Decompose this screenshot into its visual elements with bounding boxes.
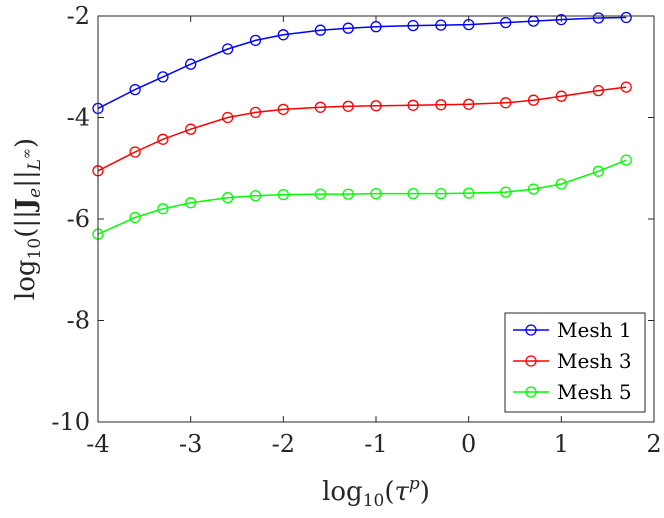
legend-item: Mesh 1 (513, 318, 632, 342)
legend-label: Mesh 5 (557, 380, 632, 404)
legend-label: Mesh 1 (557, 318, 632, 342)
legend-label: Mesh 3 (557, 349, 632, 373)
tick-layer: -4 -3 -2 -1 0 1 2-10-8-6-4-2 (51, 2, 661, 458)
legend: Mesh 1 Mesh 3 Mesh 5 (504, 312, 646, 413)
y-tick-label: -2 (67, 2, 90, 30)
data-point (249, 34, 262, 47)
data-point (555, 90, 567, 102)
x-tick-label: -4 (86, 430, 109, 458)
y-tick-label: -6 (67, 205, 90, 233)
data-point (277, 29, 289, 41)
x-tick-label: 2 (646, 430, 661, 458)
data-point (185, 123, 197, 135)
data-point (185, 58, 197, 70)
data-point (157, 203, 169, 215)
data-point (555, 178, 567, 190)
legend-item: Mesh 5 (513, 380, 632, 404)
data-point (222, 43, 234, 55)
data-point (407, 99, 419, 111)
data-point (222, 192, 234, 204)
data-point (500, 16, 512, 29)
data-point (463, 98, 475, 110)
data-point (463, 187, 475, 199)
data-point (620, 154, 632, 166)
data-point (314, 101, 327, 113)
data-point (500, 186, 512, 198)
data-point (129, 83, 141, 96)
data-point (185, 197, 197, 209)
data-point (620, 81, 632, 93)
data-point (407, 19, 419, 32)
x-axis-label: log10(τp) (322, 474, 430, 511)
series-layer (92, 11, 632, 240)
data-point (342, 188, 354, 200)
data-point (370, 100, 382, 112)
legend-marker (525, 355, 537, 367)
data-point (342, 100, 354, 112)
data-point (222, 111, 234, 124)
data-point (592, 12, 605, 24)
x-tick-label: 1 (554, 430, 569, 458)
data-point (592, 84, 605, 97)
y-tick-label: -10 (51, 408, 90, 436)
data-point (370, 187, 382, 200)
y-axis-label: log10(||Je||L∞) (11, 138, 45, 300)
data-point (555, 13, 567, 26)
y-tick-label: -8 (67, 307, 90, 335)
data-point (277, 103, 289, 116)
x-tick-label: 0 (461, 430, 476, 458)
series-2 (92, 81, 632, 177)
x-tick-label: -3 (179, 430, 202, 458)
y-tick-label: -4 (67, 104, 90, 132)
data-point (249, 106, 262, 119)
data-point (314, 188, 327, 200)
data-point (314, 24, 327, 36)
data-point (435, 99, 447, 111)
x-tick-label: -1 (364, 430, 387, 458)
data-point (249, 190, 262, 202)
data-point (277, 188, 289, 201)
x-tick-label: -2 (272, 430, 295, 458)
legend-item: Mesh 3 (513, 349, 632, 373)
data-point (435, 187, 447, 200)
data-point (157, 133, 169, 145)
data-point (500, 97, 512, 109)
series-3 (92, 154, 632, 240)
data-point (129, 211, 141, 224)
data-point (407, 187, 419, 200)
data-point (527, 183, 540, 195)
legend-marker (525, 324, 537, 336)
data-point (592, 165, 605, 177)
data-point (620, 11, 632, 24)
data-point (129, 146, 141, 158)
legend-marker (525, 386, 537, 398)
data-point (157, 71, 169, 83)
data-point (342, 22, 354, 34)
data-point (435, 19, 447, 31)
data-point (527, 94, 540, 106)
